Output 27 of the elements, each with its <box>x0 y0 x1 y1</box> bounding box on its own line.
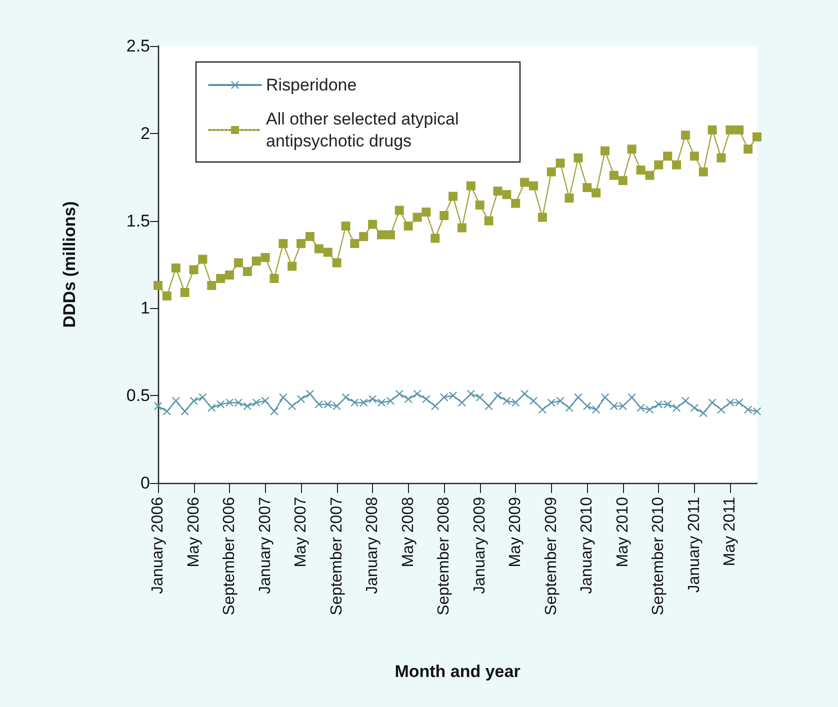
x-tick-label: May 2006 <box>185 496 202 568</box>
x-tick-label: September 2010 <box>650 496 668 616</box>
x-tick-label: May 2009 <box>507 496 524 568</box>
x-tick-label: January 2008 <box>364 496 382 594</box>
y-axis-title: DDDs (millions) <box>60 201 79 328</box>
x-tick-label: January 2007 <box>256 496 274 594</box>
x-axis-title: Month and year <box>394 662 521 681</box>
legend-label: Risperidone <box>266 76 357 94</box>
y-tick-label: 2.5 <box>126 36 150 56</box>
x-tick-label: January 2009 <box>471 496 488 594</box>
y-tick-label: 0 <box>140 474 150 492</box>
x-tick-label: January 2010 <box>578 496 596 594</box>
x-tick-label: January 2011 <box>686 496 703 593</box>
x-tick-label: September 2006 <box>221 496 238 616</box>
x-tick-label: September 2008 <box>436 496 453 616</box>
x-tick-label: January 2006 <box>150 496 166 594</box>
legend-label: All other selected atypical antipsychotic drugs <box>266 110 464 150</box>
x-tick-label: September 2009 <box>542 496 560 616</box>
y-tick-label: 1.5 <box>126 211 150 230</box>
x-tick-label: May 2010 <box>614 496 632 568</box>
x-tick-label: May 2011 <box>722 496 739 566</box>
x-tick-label: September 2007 <box>328 496 346 616</box>
x-tick-label: May 2008 <box>400 496 417 568</box>
x-tick-label: May 2007 <box>292 496 310 568</box>
y-tick-label: 0.5 <box>126 386 150 406</box>
y-tick-label: 2 <box>140 124 150 143</box>
y-tick-label: 1 <box>140 298 150 318</box>
